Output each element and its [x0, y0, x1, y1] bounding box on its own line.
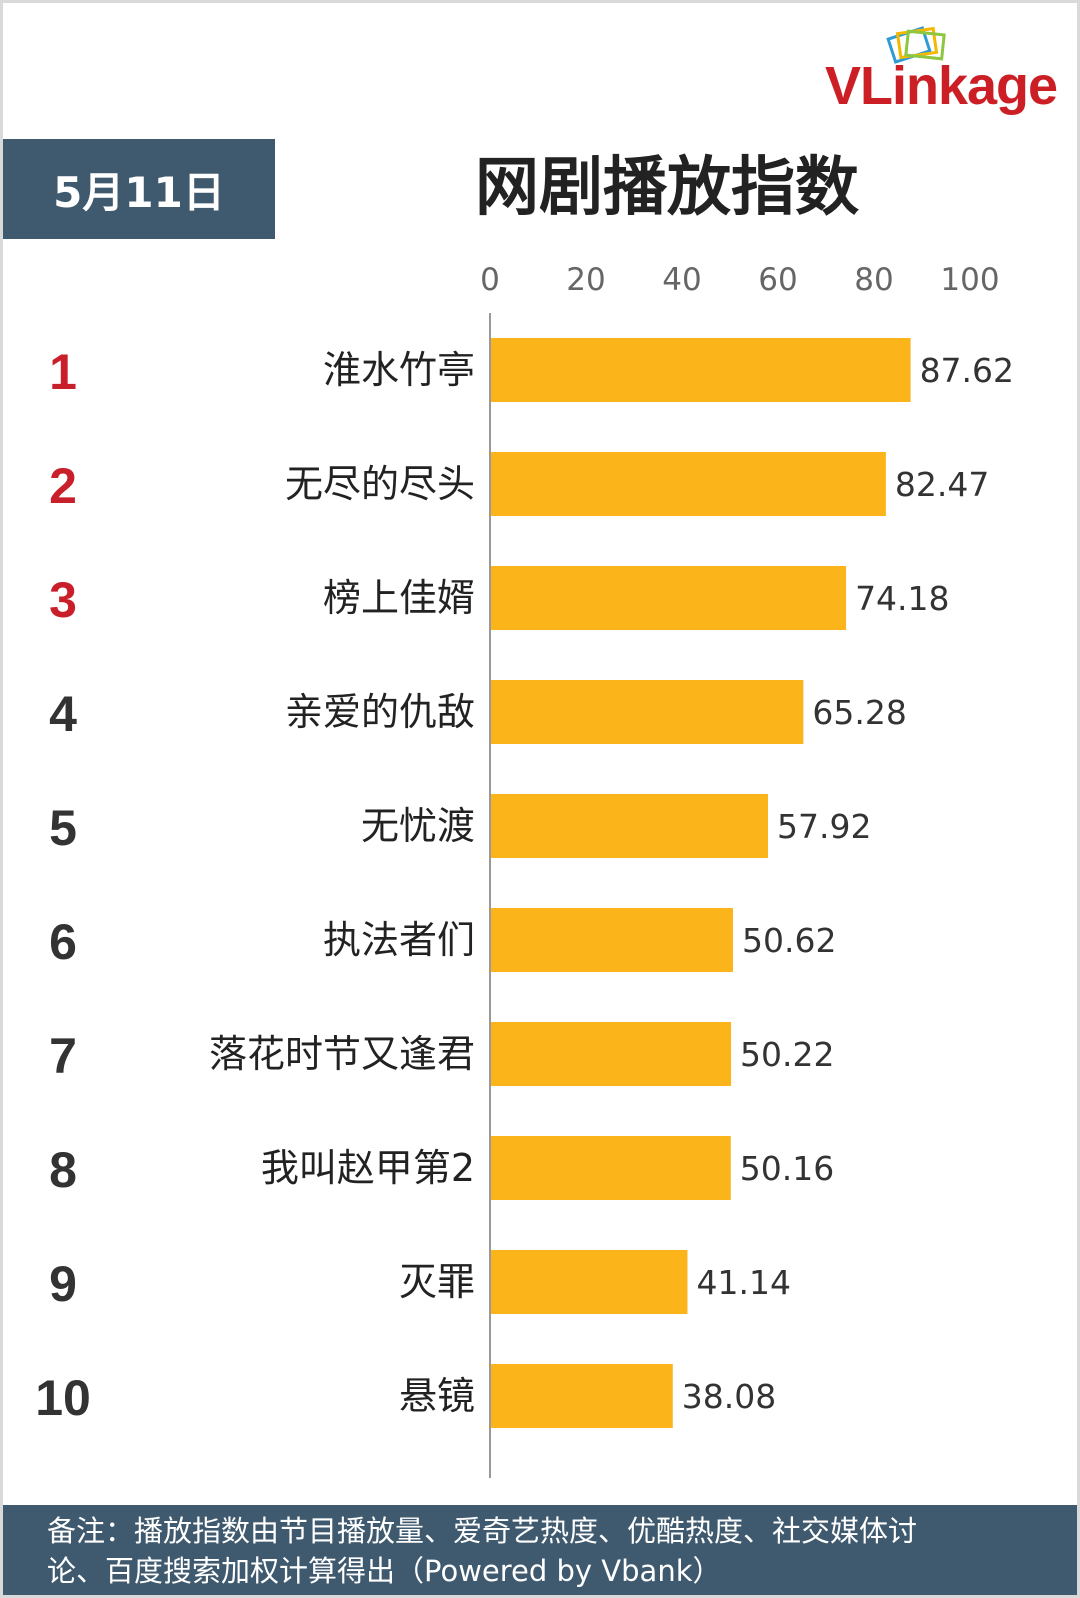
x-tick-label-0: 0 — [480, 262, 500, 298]
vlinkage-logo: VLinkage — [825, 23, 1075, 123]
rank-number-5: 5 — [49, 800, 77, 856]
category-label-3: 榜上佳婿 — [323, 576, 475, 620]
rank-number-9: 9 — [49, 1256, 77, 1312]
x-tick-label-5: 100 — [940, 262, 999, 298]
bar-8 — [491, 1136, 731, 1200]
logo-cards-icon — [886, 26, 946, 64]
x-tick-label-4: 80 — [854, 262, 893, 298]
footnote-line-2: 论、百度搜索加权计算得出（Powered by Vbank） — [47, 1554, 722, 1588]
bar-3 — [491, 566, 847, 630]
bar-chart: 0 20 40 60 80 100 87.62 淮水竹亭 1 82.47 无尽的尽头 2 74.18 榜上… — [35, 262, 1014, 1478]
bar-7 — [491, 1022, 732, 1086]
chart-title: 网剧播放指数 — [475, 151, 859, 225]
value-label-10: 38.08 — [682, 1377, 776, 1416]
rank-number-7: 7 — [49, 1028, 77, 1084]
footnote: 备注：播放指数由节目播放量、爱奇艺热度、优酷热度、社交媒体讨 论、百度搜索加权计… — [3, 1505, 1077, 1595]
category-label-2: 无尽的尽头 — [285, 462, 475, 506]
bar-10 — [491, 1364, 673, 1428]
rank-number-8: 8 — [49, 1142, 77, 1198]
x-tick-label-1: 20 — [566, 262, 605, 298]
category-label-10: 悬镜 — [399, 1374, 475, 1418]
bar-1 — [491, 338, 911, 402]
category-label-7: 落花时节又逢君 — [209, 1032, 475, 1076]
bar-4 — [491, 680, 804, 744]
category-label-1: 淮水竹亭 — [323, 348, 475, 392]
category-label-4: 亲爱的仇敌 — [285, 690, 475, 734]
rank-number-4: 4 — [49, 686, 77, 742]
value-label-1: 87.62 — [920, 351, 1014, 390]
date-badge: 5月11日 — [3, 139, 275, 239]
rank-number-2: 2 — [49, 458, 77, 514]
rank-number-1: 1 — [49, 344, 77, 400]
value-label-9: 41.14 — [696, 1263, 790, 1302]
category-label-9: 灭罪 — [399, 1260, 475, 1304]
category-label-8: 我叫赵甲第2 — [261, 1146, 475, 1190]
category-label-5: 无忧渡 — [361, 804, 475, 848]
value-label-6: 50.62 — [742, 921, 836, 960]
footnote-line-1: 备注：播放指数由节目播放量、爱奇艺热度、优酷热度、社交媒体讨 — [47, 1514, 918, 1548]
rank-number-10: 10 — [35, 1370, 91, 1426]
bar-9 — [491, 1250, 688, 1314]
value-label-7: 50.22 — [740, 1035, 834, 1074]
category-label-6: 执法者们 — [323, 918, 475, 962]
value-label-4: 65.28 — [812, 693, 906, 732]
value-label-8: 50.16 — [740, 1149, 834, 1188]
value-label-3: 74.18 — [855, 579, 949, 618]
bar-5 — [491, 794, 769, 858]
value-label-5: 57.92 — [777, 807, 871, 846]
value-label-2: 82.47 — [895, 465, 989, 504]
rank-number-3: 3 — [49, 572, 77, 628]
bar-2 — [491, 452, 886, 516]
x-tick-label-2: 40 — [662, 262, 701, 298]
rank-number-6: 6 — [49, 914, 77, 970]
logo-text: VLinkage — [825, 56, 1058, 116]
x-tick-label-3: 60 — [758, 262, 797, 298]
bar-6 — [491, 908, 733, 972]
